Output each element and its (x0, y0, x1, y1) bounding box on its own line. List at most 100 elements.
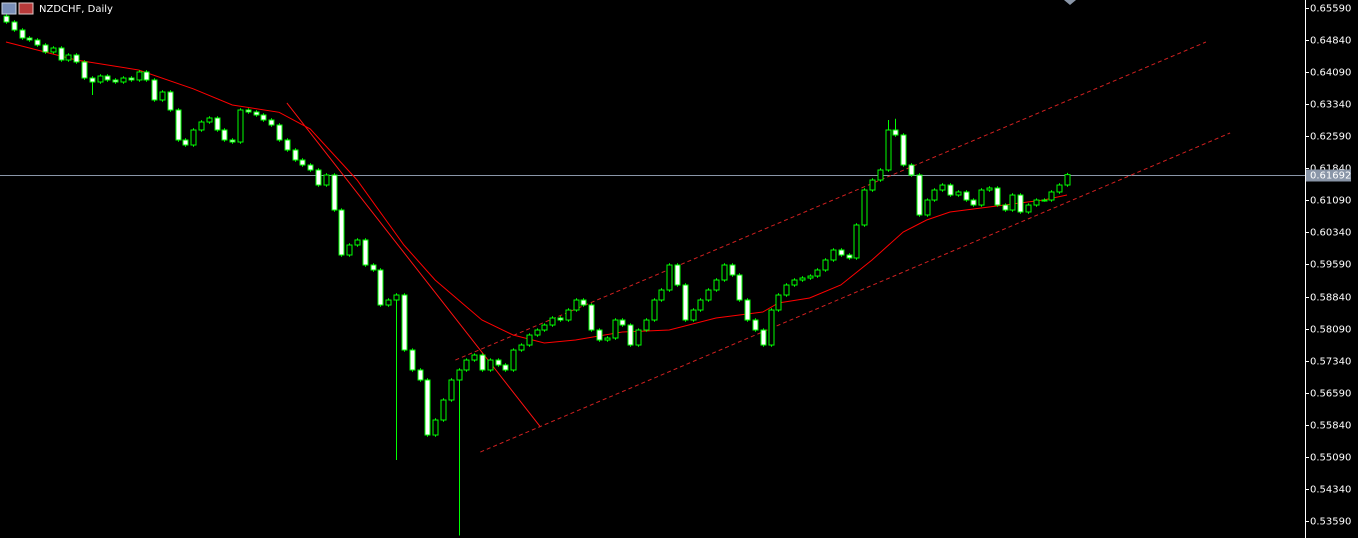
candle-body (807, 275, 814, 279)
candle-body (721, 264, 728, 281)
candle-body (924, 199, 931, 216)
candle-body (666, 264, 673, 291)
candle-body (541, 324, 548, 331)
y-tick-label: 0.54340 (1310, 485, 1351, 496)
symbol-icons (1, 2, 34, 15)
candle-body (775, 294, 782, 311)
candle-body (963, 191, 970, 201)
candle-body (331, 174, 338, 211)
current-price-label: 0.61692 (1310, 171, 1351, 182)
candle-body (986, 187, 993, 191)
candle-body (752, 319, 759, 331)
candle-body (11, 21, 18, 31)
candle-body (385, 299, 392, 306)
candle-body (362, 239, 369, 266)
candle-body (128, 77, 135, 81)
candle-body (697, 299, 704, 311)
candle-body (736, 274, 743, 301)
candle-body (182, 139, 189, 146)
candle-body (853, 224, 860, 259)
candle-body (89, 77, 96, 83)
candle-body (245, 109, 252, 113)
y-tick-label: 0.55840 (1310, 421, 1351, 432)
candle-body (838, 249, 845, 256)
y-tick-label: 0.58090 (1310, 325, 1351, 336)
candle-body (253, 111, 260, 116)
candle-body (978, 189, 985, 206)
candle-body (432, 419, 439, 436)
candle-body (526, 334, 533, 346)
candle-body (1002, 204, 1009, 211)
candle-body (323, 174, 330, 186)
candle-body (346, 244, 353, 256)
candle-body (635, 329, 642, 346)
y-tick-label: 0.63340 (1310, 100, 1351, 111)
candle-body (939, 184, 946, 191)
candle-body (955, 191, 962, 196)
candle-body (877, 169, 884, 181)
candle-body (120, 77, 127, 83)
candle-body (869, 179, 876, 191)
candle-body (627, 324, 634, 346)
candle-body (97, 75, 104, 83)
candle-body (534, 329, 541, 336)
y-tick-label: 0.60340 (1310, 228, 1351, 239)
candle-body (58, 47, 65, 61)
candle-body (947, 184, 954, 196)
candle-body (479, 354, 486, 371)
candle-body (690, 309, 697, 321)
candle-body (424, 379, 431, 436)
trendline (286, 102, 541, 428)
candle-body (354, 239, 361, 246)
candle-body (495, 359, 502, 366)
candle-body (768, 309, 775, 346)
candle-body (19, 29, 26, 39)
candle-body (799, 277, 806, 281)
candle-body (900, 134, 907, 166)
candle-body (307, 164, 314, 171)
candle-body (994, 187, 1001, 206)
y-tick-label: 0.61090 (1310, 196, 1351, 207)
candle-body (892, 129, 899, 136)
candle-body (822, 259, 829, 271)
candle-body (214, 117, 221, 131)
candle-body (916, 174, 923, 216)
candle-body (3, 15, 10, 23)
candle-body (510, 349, 517, 371)
candle-body (619, 319, 626, 326)
candle-body (276, 124, 283, 141)
candle-body (440, 399, 447, 421)
candle-body (159, 91, 166, 101)
candle-body (502, 364, 509, 371)
candle-body (549, 317, 556, 326)
candle-body (1056, 184, 1063, 193)
candle-body (729, 264, 736, 276)
candle-body (26, 37, 33, 41)
candle-body (34, 39, 41, 46)
candle-body (393, 294, 400, 301)
candle-body (471, 354, 478, 361)
candle-body (409, 349, 416, 371)
candle-body (198, 121, 205, 131)
flag-icon (18, 2, 34, 15)
candle-body (580, 299, 587, 306)
candle-body (1009, 194, 1016, 211)
candle-body (73, 54, 80, 63)
candle-body (931, 189, 938, 201)
candle-body (1048, 191, 1055, 201)
candle-body (885, 129, 892, 171)
trendline (455, 41, 1207, 361)
y-tick-label: 0.58840 (1310, 293, 1351, 304)
candle-body (1017, 194, 1024, 213)
candle-body (42, 44, 49, 53)
candle-body (260, 114, 267, 121)
chart-title: NZDCHF, Daily (39, 4, 113, 15)
candle-body (81, 61, 88, 79)
candle-body (604, 337, 611, 341)
y-tick-label: 0.59590 (1310, 260, 1351, 271)
candle-body (190, 129, 197, 146)
candle-body (448, 379, 455, 401)
candle-body (1025, 204, 1032, 213)
candle-body (791, 279, 798, 286)
